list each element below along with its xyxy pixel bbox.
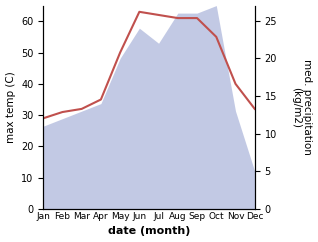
Y-axis label: med. precipitation
(kg/m2): med. precipitation (kg/m2) [291,59,313,155]
X-axis label: date (month): date (month) [108,227,190,236]
Y-axis label: max temp (C): max temp (C) [5,71,16,143]
